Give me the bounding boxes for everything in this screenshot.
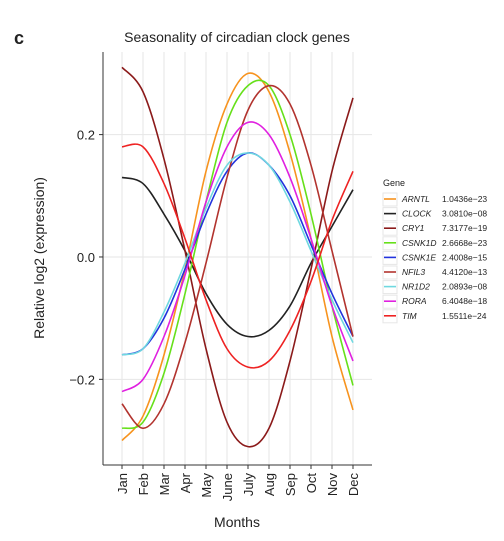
legend-label: TIM (402, 311, 418, 321)
chart-title: Seasonality of circadian clock genes (124, 29, 350, 45)
x-tick-label: Mar (157, 472, 172, 495)
legend-p-value: 1.5511e−24 (442, 311, 487, 321)
legend-p-value: 2.0893e−08 (442, 282, 487, 292)
legend-p-value: 4.4120e−13 (442, 267, 487, 277)
line (121, 84, 354, 430)
legend-label: CSNK1E (402, 252, 436, 262)
legend-p-value: 7.3177e−19 (442, 223, 487, 233)
legend-label: CLOCK (402, 209, 432, 219)
x-tick-label: Aug (262, 473, 277, 496)
legend-p-value: 1.0436e−23 (442, 194, 487, 204)
legend-p-value: 6.4048e−18 (442, 296, 487, 306)
legend-p-value: 3.0810e−08 (442, 209, 487, 219)
x-tick-label: May (199, 473, 214, 498)
x-tick-label: Dec (346, 473, 361, 497)
x-tick-label: Sep (283, 473, 298, 496)
x-tick-label: Nov (325, 473, 340, 497)
x-tick-label: Jan (115, 473, 130, 494)
legend-label: CSNK1D (402, 238, 436, 248)
line (121, 121, 354, 393)
legend-label: NR1D2 (402, 282, 430, 292)
legend-label: ARNTL (401, 194, 430, 204)
line (121, 66, 354, 448)
x-tick-label: Oct (304, 473, 319, 494)
x-tick-label: June (220, 473, 235, 501)
legend-label: RORA (402, 296, 427, 306)
y-tick-label: 0.2 (77, 128, 95, 143)
legend-label: CRY1 (402, 223, 425, 233)
legend-title: Gene (383, 178, 405, 188)
line (121, 152, 354, 356)
panel-label: c (14, 28, 24, 48)
line (121, 79, 354, 430)
legend-label: NFIL3 (402, 267, 425, 277)
legend-p-value: 2.6668e−23 (442, 238, 487, 248)
legend-p-value: 2.4008e−15 (442, 252, 487, 262)
line (121, 143, 354, 369)
x-tick-label: Apr (178, 472, 193, 493)
y-axis-label: Relative log2 (expression) (31, 177, 47, 339)
line (121, 152, 354, 356)
x-tick-label: July (241, 473, 256, 497)
y-tick-label: 0.0 (77, 250, 95, 265)
x-axis-label: Months (214, 514, 260, 530)
line (121, 72, 354, 442)
y-tick-label: −0.2 (69, 372, 95, 387)
x-tick-label: Feb (136, 473, 151, 495)
